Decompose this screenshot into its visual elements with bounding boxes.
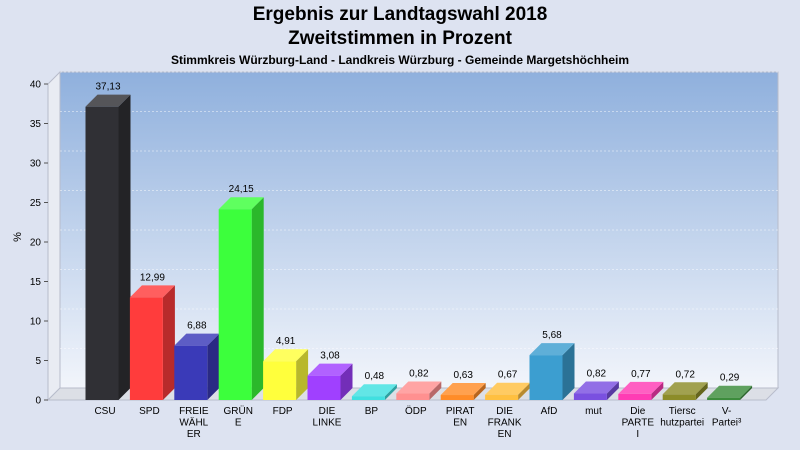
- x-tick-label: SPD: [139, 406, 160, 417]
- bar-value-label: 0,77: [631, 369, 651, 380]
- y-tick-label: 0: [35, 396, 41, 407]
- x-tick-label: GRÜN E: [223, 405, 252, 429]
- bar: [307, 363, 353, 400]
- x-axis: CSU SPD FREIE WÄHL ER GRÜN E FDP DIE LINKE BP ÖDP PI…: [94, 405, 742, 440]
- y-axis: 0 5 10 15 20 25 30 35 40: [30, 80, 48, 407]
- bar-value-label: 0,82: [409, 369, 429, 380]
- bar-value-label: 24,15: [229, 184, 254, 195]
- bar: [351, 384, 397, 400]
- bar: [485, 382, 531, 400]
- bar-value-label: 5,68: [542, 330, 562, 341]
- bar: [618, 381, 664, 400]
- x-tick-label: FREIE WÄHL ER: [179, 406, 209, 440]
- bar-value-label: 0,67: [498, 370, 518, 381]
- x-tick-label: DIE FRANK EN: [488, 406, 522, 440]
- y-tick-label: 35: [30, 119, 42, 130]
- y-tick-label: 20: [30, 238, 42, 249]
- bar: [662, 382, 708, 400]
- y-tick-label: 40: [30, 80, 42, 91]
- bar: [707, 385, 753, 400]
- bar-value-label: 0,72: [675, 369, 695, 380]
- bar: [85, 94, 131, 400]
- y-tick-label: 5: [35, 356, 41, 367]
- x-tick-label: ÖDP: [405, 405, 427, 417]
- x-tick-label: AfD: [541, 406, 558, 417]
- y-tick-label: 25: [30, 198, 42, 209]
- bars: 37,13 12,99 6,88 24,15 4,91 3,08 0,48 0,82 0,63 0…: [85, 82, 753, 400]
- bar-value-label: 0,63: [453, 370, 473, 381]
- bar: [218, 197, 264, 400]
- x-tick-label: V-Partei³: [712, 406, 742, 429]
- y-axis-label: %: [12, 232, 24, 242]
- bar: [174, 333, 220, 400]
- bar-value-label: 12,99: [140, 272, 165, 283]
- bar-value-label: 4,91: [276, 336, 296, 347]
- bar-value-label: 0,48: [365, 371, 385, 382]
- x-tick-label: CSU: [94, 406, 115, 417]
- bar: [396, 381, 442, 400]
- chart-caption: Stimmkreis Würzburg-Land - Landkreis Wür…: [170, 53, 630, 67]
- bar: [263, 349, 309, 400]
- bar-value-label: 0,29: [720, 373, 740, 384]
- x-tick-label: mut: [585, 406, 602, 417]
- y-tick-label: 15: [30, 277, 42, 288]
- bar: [529, 343, 575, 400]
- bar-value-label: 0,82: [587, 369, 607, 380]
- x-tick-label: DIE LINKE: [313, 406, 342, 429]
- x-tick-label: Tiersc hutzpartei: [660, 406, 704, 429]
- y-tick-label: 30: [30, 159, 42, 170]
- x-tick-label: FDP: [273, 406, 293, 417]
- bar-value-label: 3,08: [320, 351, 340, 362]
- x-tick-label: BP: [365, 406, 379, 417]
- bar-value-label: 37,13: [95, 82, 120, 93]
- y-tick-label: 10: [30, 317, 42, 328]
- bar-value-label: 6,88: [187, 321, 207, 332]
- x-tick-label: PIRAT EN: [446, 406, 475, 429]
- chart-subtitle: Zweitstimmen in Prozent: [288, 28, 512, 49]
- bar: [440, 383, 486, 400]
- chart-title: Ergebnis zur Landtagswahl 2018: [252, 4, 548, 25]
- bar: [573, 381, 619, 400]
- bar: [129, 285, 175, 400]
- x-tick-label: Die PARTE I: [622, 406, 655, 440]
